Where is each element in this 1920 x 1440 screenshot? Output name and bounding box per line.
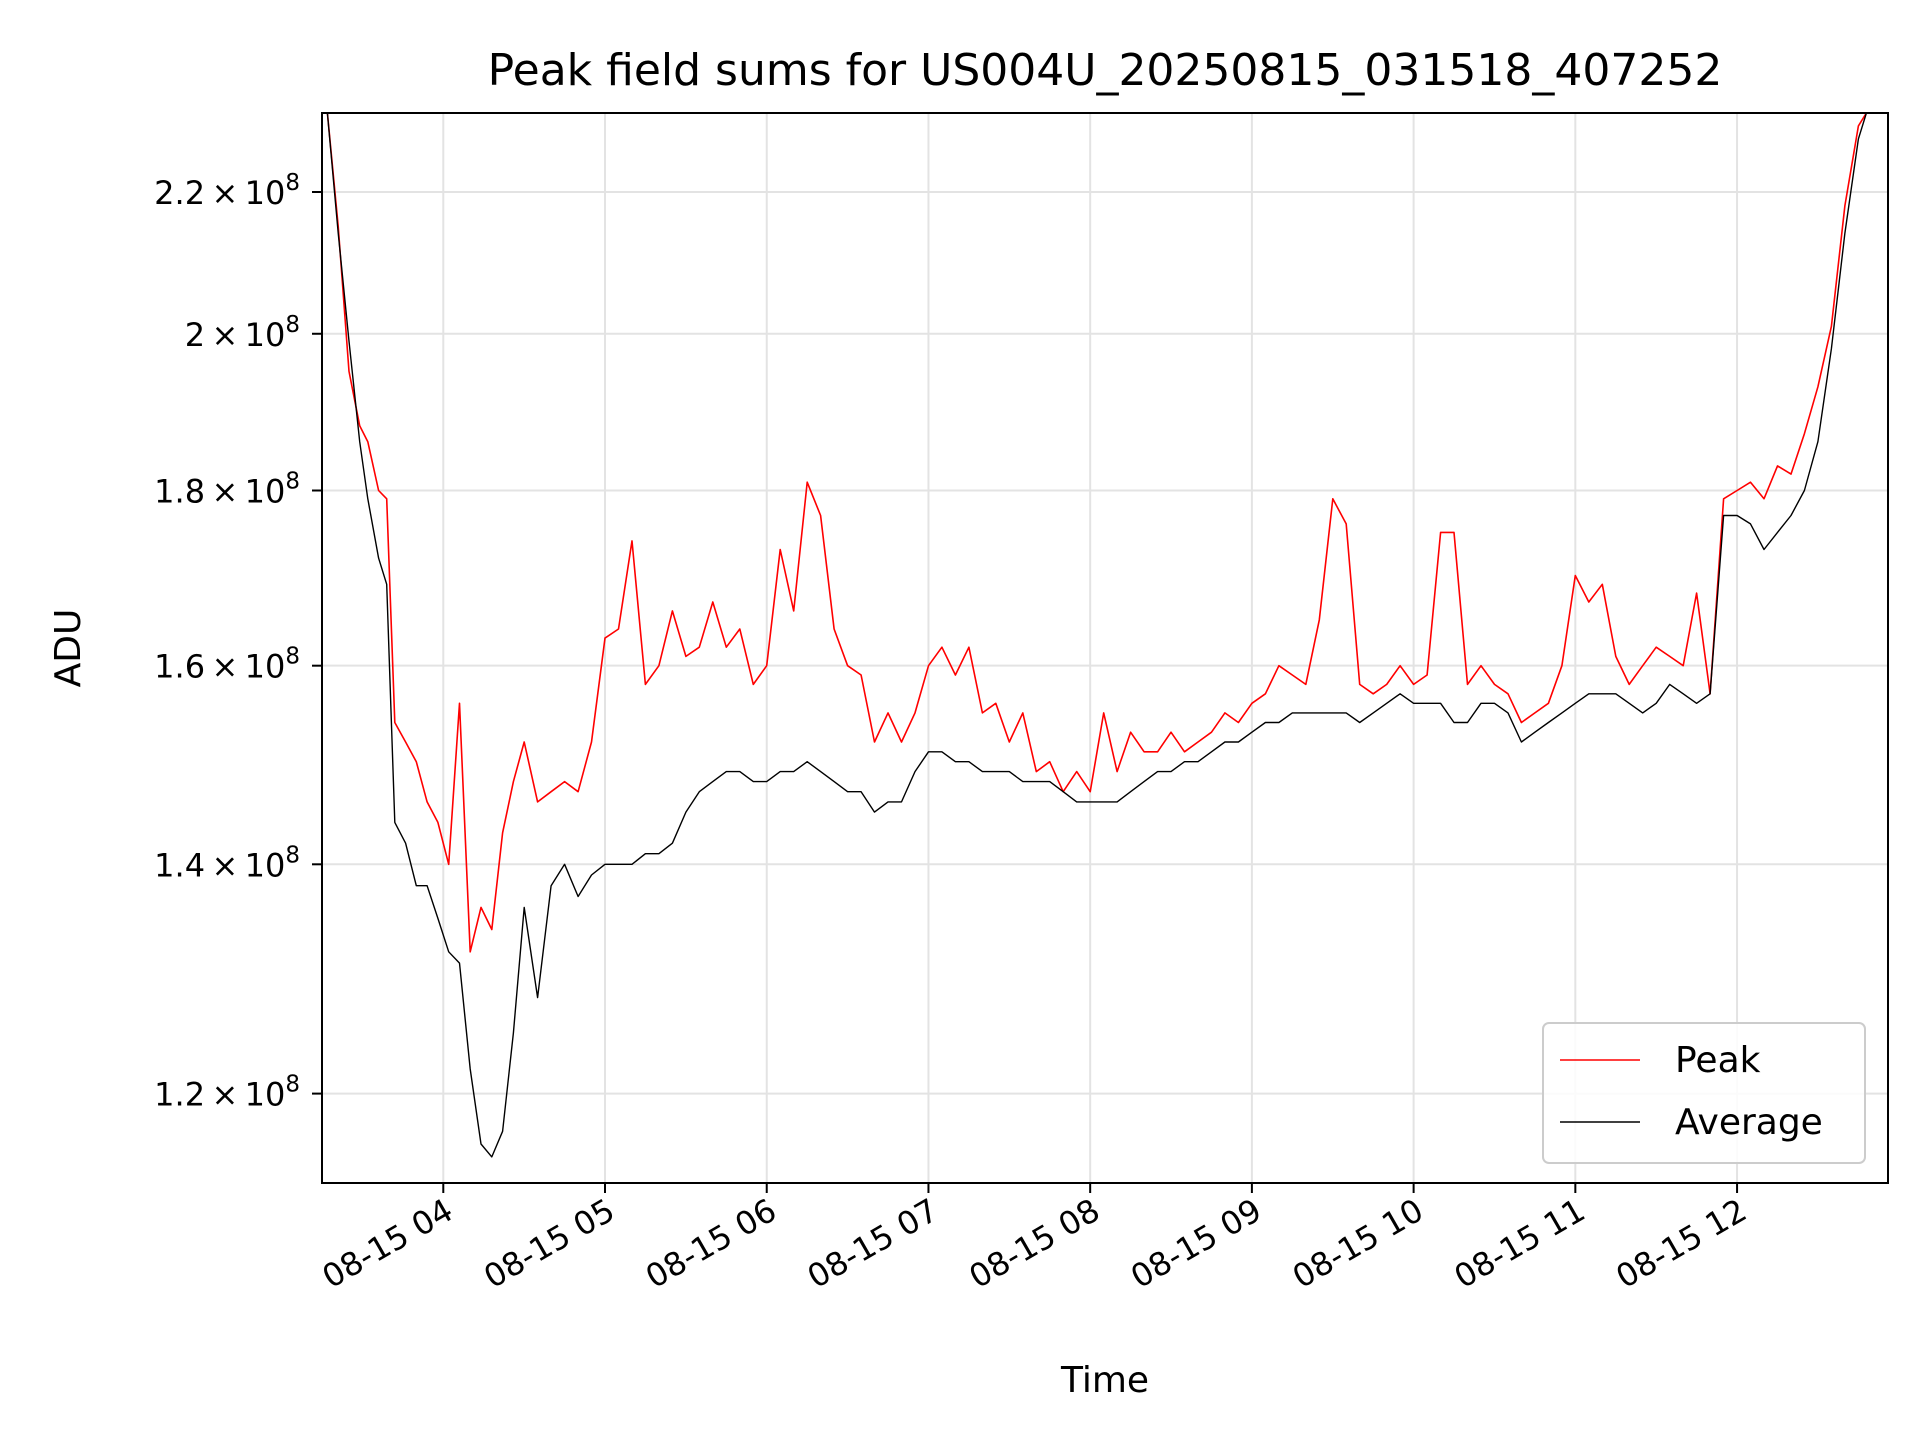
plot-area [326,113,1868,1158]
y-tick-mantissa: 1.6 [154,648,205,686]
chart-title: Peak field sums for US004U_20250815_0315… [488,45,1723,96]
y-tick-label: 1.4 × 108 [154,842,300,884]
grid-lines [322,113,1888,1183]
series-line-peak [326,113,1868,953]
y-tick-label: 2 × 108 [185,312,300,354]
y-tick-mantissa: 1.4 [154,846,205,884]
y-axis-label: ADU [48,609,89,688]
y-tick-mantissa: 1.8 [154,472,205,510]
y-tick-label: 2.2 × 108 [154,170,300,212]
legend-box [1542,1022,1866,1164]
legend: Peak Average [1542,1022,1866,1164]
y-tick-label: 1.6 × 108 [154,644,300,686]
y-tick-exponent: 8 [285,644,300,670]
legend-label-average: Average [1675,1102,1823,1143]
series-line-average [326,113,1868,1158]
plot-frame [321,112,1889,1184]
y-tick-exponent: 8 [285,468,300,494]
y-tick-exponent: 8 [285,312,300,338]
y-tick-exponent: 8 [285,842,300,868]
y-axis: 1.2 × 108 1.4 × 108 1.6 × 108 1.8 × 108 2 × … [154,170,322,1114]
y-tick-label: 1.2 × 108 [154,1072,300,1114]
y-tick-exponent: 8 [285,170,300,196]
legend-label-peak: Peak [1675,1040,1761,1081]
y-tick-mantissa: 2 [185,316,205,354]
y-tick-mantissa: 2.2 [154,174,205,212]
y-tick-label: 1.8 × 108 [154,468,300,510]
y-tick-exponent: 8 [285,1072,300,1098]
y-tick-mantissa: 1.2 [154,1076,205,1114]
x-axis-label: Time [1060,1360,1149,1401]
